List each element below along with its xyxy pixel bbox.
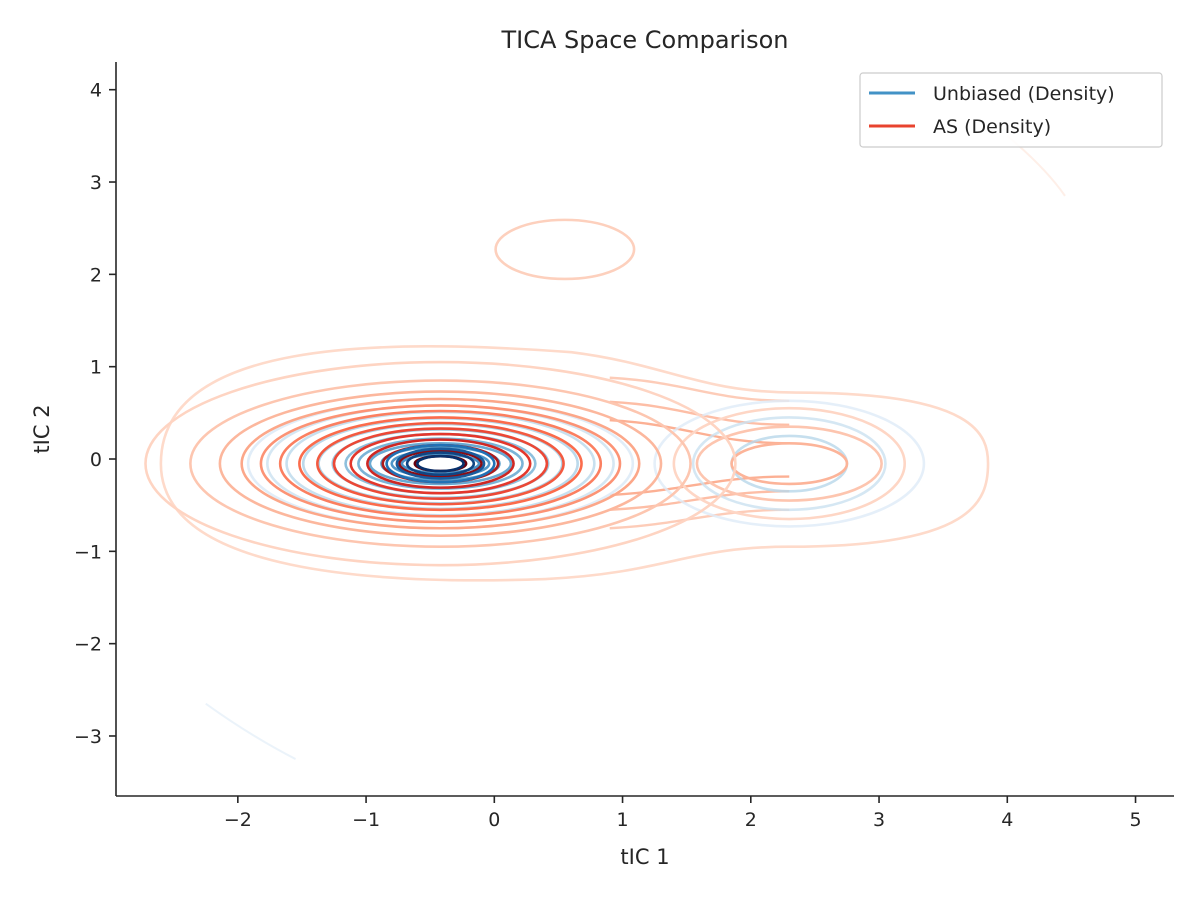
contour-main-basin xyxy=(240,397,641,530)
contour-main-basin xyxy=(189,379,692,549)
contour-main-basin xyxy=(278,409,603,518)
y-tick-label: 2 xyxy=(90,264,102,286)
contour-main-basin xyxy=(218,390,663,537)
contour-layer xyxy=(144,135,1066,760)
legend: Unbiased (Density) AS (Density) xyxy=(859,72,1163,148)
contour-outer xyxy=(159,345,990,582)
contour-core xyxy=(385,443,496,484)
contour-bridge xyxy=(609,475,790,497)
y-tick-label: −2 xyxy=(74,634,102,656)
y-axis-label: tIC 2 xyxy=(30,404,54,453)
y-ticks: −3 −2 −1 0 1 2 3 4 xyxy=(74,80,116,748)
contour-secondary-basin xyxy=(672,406,906,521)
y-tick-label: 1 xyxy=(90,357,102,379)
contour-main-basin xyxy=(332,427,549,501)
contour-main-basin xyxy=(316,421,565,506)
x-tick-label: −2 xyxy=(224,809,252,831)
y-tick-label: 3 xyxy=(90,172,102,194)
contour-minor-peak xyxy=(494,218,636,281)
x-tick-label: 2 xyxy=(745,809,757,831)
contour-secondary-basin xyxy=(695,425,883,502)
contour-main-basin xyxy=(298,416,583,512)
x-ticks: −2 −1 0 1 2 3 4 5 xyxy=(224,796,1142,831)
contour-secondary-basin xyxy=(730,442,849,486)
chart-title: TICA Space Comparison xyxy=(500,26,788,54)
y-tick-label: −1 xyxy=(74,541,102,563)
x-tick-label: 3 xyxy=(873,809,885,831)
contour-bridge xyxy=(609,376,790,403)
plot-area xyxy=(144,135,1066,760)
contour-main-basin xyxy=(144,360,737,567)
axes: −2 −1 0 1 2 3 4 5 −3 −2 −1 0 1 2 3 4 xyxy=(74,62,1174,831)
contour-core xyxy=(405,451,476,477)
legend-label-unbiased: Unbiased (Density) xyxy=(933,83,1115,105)
x-tick-label: 5 xyxy=(1129,809,1141,831)
x-tick-label: 0 xyxy=(488,809,500,831)
x-axis-label: tIC 1 xyxy=(620,845,669,869)
contour-core xyxy=(416,454,465,473)
y-tick-label: 4 xyxy=(90,80,102,102)
x-tick-label: 4 xyxy=(1001,809,1013,831)
y-tick-label: 0 xyxy=(90,449,102,471)
x-tick-label: −1 xyxy=(352,809,380,831)
legend-box xyxy=(859,72,1163,148)
contour-main-basin xyxy=(400,453,481,475)
y-tick-label: −3 xyxy=(74,726,102,748)
contour-wisp xyxy=(205,702,296,760)
x-tick-label: 1 xyxy=(617,809,629,831)
contour-bridge xyxy=(609,419,790,445)
contour-main-basin xyxy=(317,422,564,505)
contour-main-basin xyxy=(349,432,532,495)
contour-secondary-basin xyxy=(691,416,887,512)
contour-core xyxy=(395,447,486,480)
contour-main-basin xyxy=(368,442,513,486)
contour-bridge xyxy=(609,508,790,530)
contour-secondary-basin xyxy=(653,399,926,528)
legend-label-as: AS (Density) xyxy=(933,116,1051,138)
contour-main-basin xyxy=(366,438,515,489)
contour-main-basin xyxy=(398,449,483,478)
contour-main-basin xyxy=(259,404,622,524)
